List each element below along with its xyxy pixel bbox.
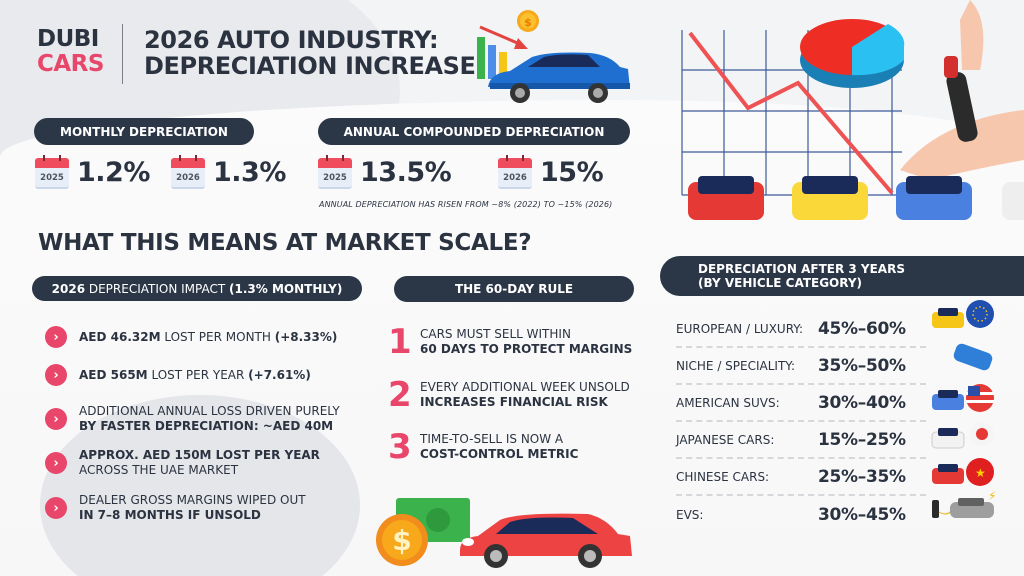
china-flag-car-icon: ★ — [932, 458, 994, 486]
impact-text: DEPRECIATION IMPACT — [85, 281, 230, 296]
category-value: 35%–50% — [818, 355, 906, 376]
category-label: EVS: — [676, 507, 704, 522]
category-header-line2: (BY VEHICLE CATEGORY) — [698, 276, 863, 290]
monthly-depreciation-header: MONTHLY DEPRECIATION — [34, 118, 254, 145]
stat-value: 1.3% — [213, 157, 286, 188]
impact-rate: (1.3% MONTHLY) — [229, 281, 343, 296]
calendar-icon: 2026 — [171, 155, 205, 190]
market-decline-illustration-icon — [681, 0, 1024, 220]
category-label: CHINESE CARS: — [676, 469, 770, 484]
rule-item: 3 TIME-TO-SELL IS NOW A COST-CONTROL METR… — [388, 427, 579, 467]
list-item: › AED 46.32M LOST PER MONTH (+8.33%) — [45, 326, 337, 348]
calendar-icon: 2025 — [35, 155, 69, 190]
annual-depreciation-header: ANNUAL COMPOUNDED DEPRECIATION — [318, 118, 630, 145]
svg-text:⚡: ⚡ — [988, 489, 996, 503]
brand-logo: DUBI CARS — [37, 27, 104, 77]
rule-number: 3 — [388, 427, 412, 467]
calendar-icon: 2025 — [318, 155, 352, 190]
chevron-right-icon: › — [45, 452, 67, 474]
chevron-right-icon: › — [45, 497, 67, 519]
rule-item: 2 EVERY ADDITIONAL WEEK UNSOLD INCREASES … — [388, 375, 630, 415]
category-label: AMERICAN SUVS: — [676, 395, 780, 410]
us-flag-car-icon — [932, 384, 994, 412]
category-header-line1: DEPRECIATION AFTER 3 YEARS — [698, 262, 905, 276]
category-label: EUROPEAN / LUXURY: — [676, 321, 804, 336]
annual-stat-2026: 2026 15% — [498, 155, 604, 190]
category-label: JAPANESE CARS: — [676, 432, 775, 447]
calendar-icon: 2026 — [498, 155, 532, 190]
category-row-european: EUROPEAN / LUXURY: 45%–60% — [676, 311, 926, 348]
rule-number: 1 — [388, 322, 412, 362]
money-car-illustration-icon: $ — [376, 498, 632, 568]
category-row-evs: EVS: 30%–45% — [676, 496, 926, 533]
market-scale-heading: WHAT THIS MEANS AT MARKET SCALE? — [38, 230, 532, 256]
category-row-japanese: JAPANESE CARS: 15%–25% — [676, 422, 926, 459]
monthly-stat-2025: 2025 1.2% — [35, 155, 150, 190]
chevron-right-icon: › — [45, 364, 67, 386]
category-value: 30%–40% — [818, 392, 906, 413]
impact-header: 2026 DEPRECIATION IMPACT (1.3% MONTHLY) — [32, 276, 362, 301]
rule-number: 2 — [388, 375, 412, 415]
category-depreciation-header: DEPRECIATION AFTER 3 YEARS (BY VEHICLE CA… — [660, 256, 1024, 296]
stat-value: 1.2% — [77, 157, 150, 188]
stat-value: 13.5% — [360, 157, 452, 188]
car-depreciation-illustration-icon: $ — [477, 10, 630, 103]
eu-flag-car-icon — [932, 300, 994, 328]
annual-stat-2025: 2025 13.5% — [318, 155, 452, 190]
list-item: › APPROX. AED 150M LOST PER YEAR ACROSS T… — [45, 448, 320, 478]
page-title: 2026 AUTO INDUSTRY: DEPRECIATION INCREAS… — [144, 27, 476, 79]
japan-flag-car-icon — [931, 422, 994, 449]
list-item: › ADDITIONAL ANNUAL LOSS DRIVEN PURELY BY… — [45, 404, 340, 434]
sixty-day-rule-header: THE 60-DAY RULE — [394, 276, 634, 302]
blue-car-icon — [953, 343, 993, 371]
category-row-chinese: CHINESE CARS: 25%–35% — [676, 459, 926, 496]
list-item: › DEALER GROSS MARGINS WIPED OUT IN 7–8 M… — [45, 493, 306, 523]
brand-line1: DUBI — [37, 26, 99, 52]
annual-note: ANNUAL DEPRECIATION HAS RISEN FROM ~8% (… — [319, 200, 613, 209]
category-label: NICHE / SPECIALITY: — [676, 358, 796, 373]
svg-text:★: ★ — [975, 466, 986, 480]
category-row-niche: NICHE / SPECIALITY: 35%–50% — [676, 348, 926, 385]
category-value: 15%–25% — [818, 429, 906, 450]
monthly-stat-2026: 2026 1.3% — [171, 155, 286, 190]
brand-line2: CARS — [37, 51, 104, 77]
title-line2: DEPRECIATION INCREASE — [144, 52, 476, 80]
category-value: 25%–35% — [818, 466, 906, 487]
rule-item: 1 CARS MUST SELL WITHIN 60 DAYS TO PROTEC… — [388, 322, 633, 362]
svg-text:$: $ — [524, 16, 532, 29]
chevron-right-icon: › — [45, 408, 67, 430]
category-value: 30%–45% — [818, 504, 906, 525]
impact-year: 2026 — [51, 281, 86, 296]
title-line1: 2026 AUTO INDUSTRY: — [144, 26, 439, 54]
header-divider — [122, 24, 123, 84]
category-value: 45%–60% — [818, 318, 906, 339]
chevron-right-icon: › — [45, 326, 67, 348]
category-row-american: AMERICAN SUVS: 30%–40% — [676, 385, 926, 422]
svg-text:$: $ — [392, 524, 411, 557]
stat-value: 15% — [540, 157, 604, 188]
list-item: › AED 565M LOST PER YEAR (+7.61%) — [45, 364, 311, 386]
background-shape — [40, 395, 360, 576]
ev-charging-car-icon: ⚡ — [932, 489, 996, 518]
